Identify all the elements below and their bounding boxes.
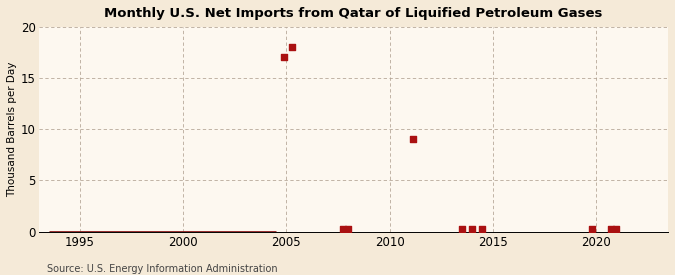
Text: Source: U.S. Energy Information Administration: Source: U.S. Energy Information Administ… — [47, 264, 278, 274]
Point — [279, 55, 290, 60]
Point — [611, 226, 622, 231]
Title: Monthly U.S. Net Imports from Qatar of Liquified Petroleum Gases: Monthly U.S. Net Imports from Qatar of L… — [104, 7, 603, 20]
Point — [456, 226, 467, 231]
Y-axis label: Thousand Barrels per Day: Thousand Barrels per Day — [7, 62, 17, 197]
Point — [477, 226, 488, 231]
Point — [286, 45, 297, 50]
Point — [408, 137, 418, 142]
Point — [606, 226, 617, 231]
Point — [466, 226, 477, 231]
Point — [338, 226, 348, 231]
Point — [587, 226, 597, 231]
Point — [343, 226, 354, 231]
